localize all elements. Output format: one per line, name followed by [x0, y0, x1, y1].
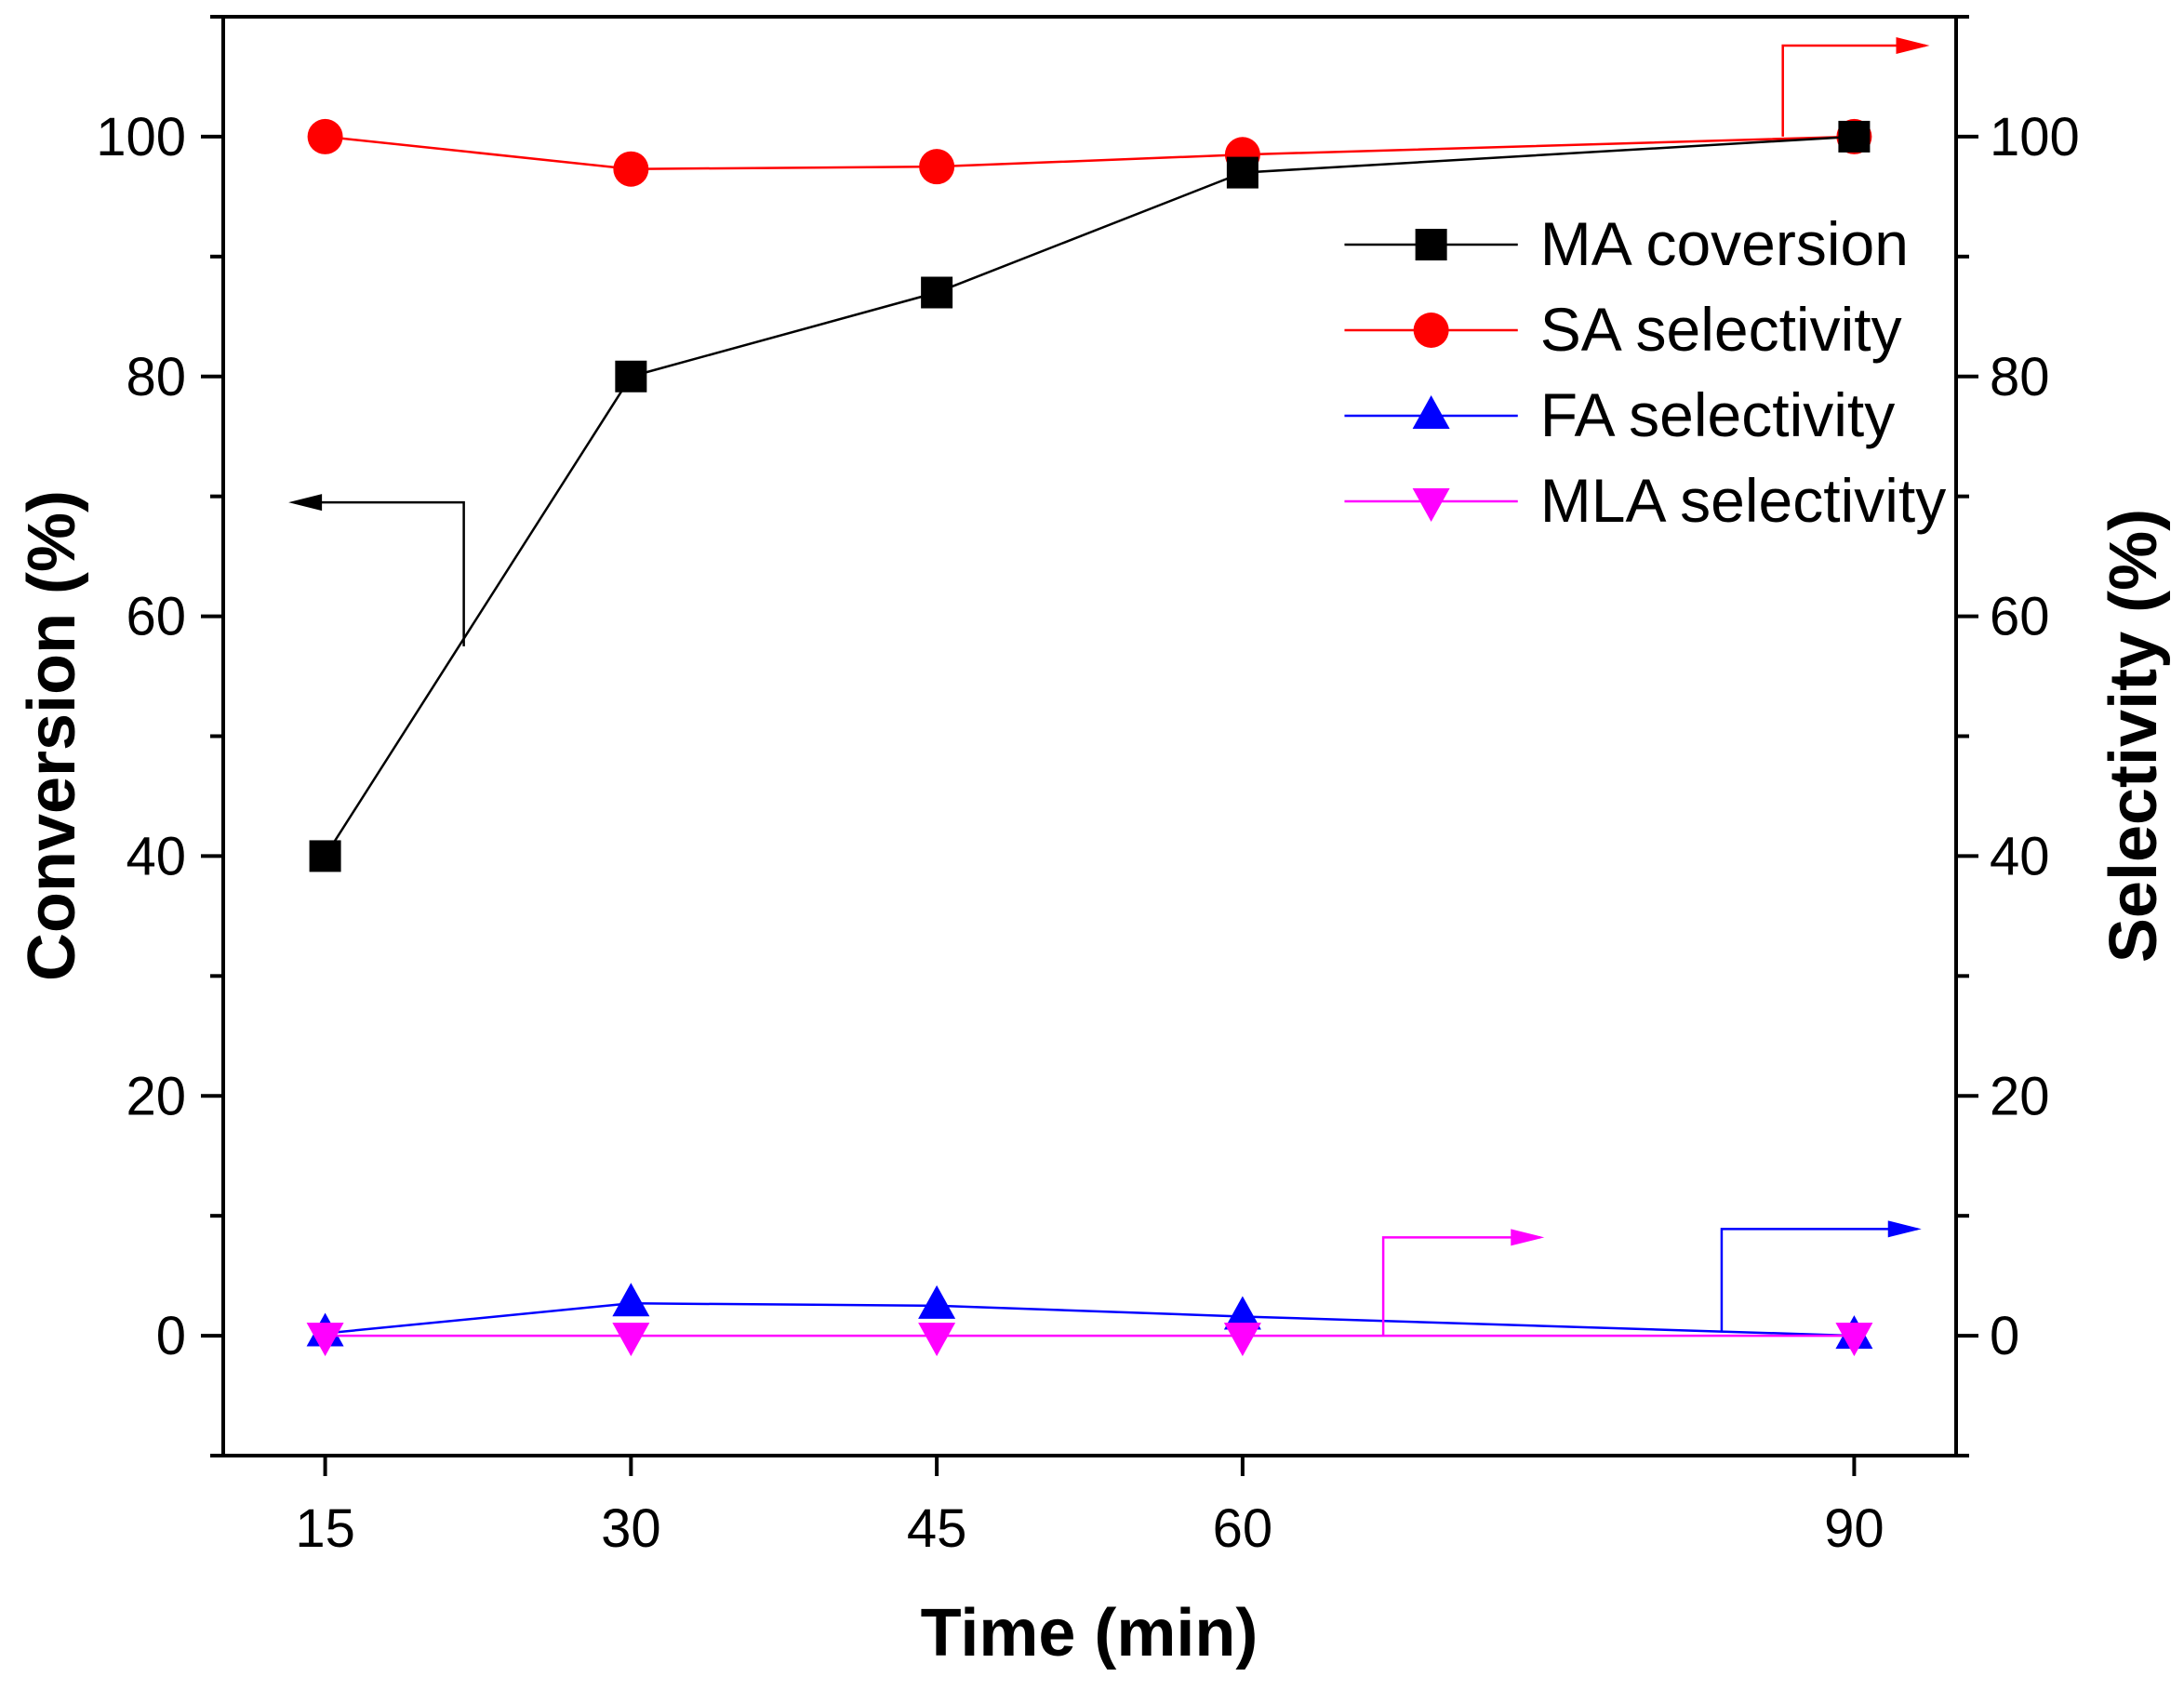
series-line	[325, 135, 1855, 170]
data-point-3	[1223, 1323, 1261, 1357]
legend-label: MA coversion	[1540, 209, 1909, 278]
data-point-3	[1226, 156, 1258, 189]
y-right-tick-label-2: 40	[1990, 826, 2050, 886]
data-point-1	[613, 151, 649, 187]
legend: MA coversion SA selectivity FA selectivity…	[1344, 209, 1946, 535]
x-tick-label-3: 60	[1213, 1498, 1273, 1559]
arrow-line	[1381, 1236, 1540, 1337]
legend-marker	[1415, 229, 1447, 260]
legend-label: SA selectivity	[1540, 295, 1902, 364]
y-left-tick-label-5: 100	[96, 107, 186, 167]
data-point-2	[918, 1323, 956, 1357]
y-right-tick-label-3: 60	[1990, 587, 2050, 647]
data-point-0	[309, 840, 341, 872]
series-mla-selectivity	[306, 1323, 1873, 1357]
ma-conversion-arrow	[288, 494, 465, 646]
y-left-tick-label-0: 0	[156, 1306, 186, 1366]
legend-item-mla-selectivity: MLA selectivity	[1344, 466, 1946, 535]
legend-marker	[1413, 313, 1449, 348]
data-point-1	[615, 360, 647, 393]
mla-selectivity-arrow	[1381, 1229, 1545, 1337]
y-right-tick-label-4: 80	[1990, 347, 2050, 407]
y-left-tick-label-1: 20	[126, 1066, 186, 1126]
arrow-line	[296, 500, 465, 646]
series-layer	[306, 118, 1873, 1357]
data-point-1	[612, 1323, 650, 1357]
y-right-tick-label-0: 0	[1990, 1306, 2019, 1366]
y-left-tick-label-4: 80	[126, 347, 186, 407]
y-axis-right-title: Selectivity (%)	[2097, 509, 2171, 963]
y-axis-left-title: Conversion (%)	[15, 490, 89, 981]
data-point-1	[612, 1283, 650, 1317]
data-point-2	[919, 149, 955, 185]
data-point-4	[1835, 1323, 1873, 1357]
y-right-tick-label-1: 20	[1990, 1066, 2050, 1126]
legend-marker	[1412, 395, 1450, 429]
arrow-line	[1720, 1228, 1918, 1331]
legend-item-sa-selectivity: SA selectivity	[1344, 295, 1902, 364]
arrow-head	[1511, 1229, 1545, 1246]
y-left-tick-label-2: 40	[126, 826, 186, 886]
arrow-head	[1887, 1220, 1922, 1238]
axis-ticks: 15 30 45 60 90 0 20 40 60 80 100 0 20 40 60 80 100	[96, 15, 2080, 1559]
x-tick-label-0: 15	[295, 1498, 355, 1559]
sa-selectivity-arrow	[1781, 36, 1930, 137]
y-left-tick-label-3: 60	[126, 587, 186, 647]
data-point-0	[306, 1323, 344, 1357]
data-point-2	[921, 276, 953, 309]
fa-selectivity-arrow	[1720, 1220, 1922, 1331]
series-fa-selectivity	[306, 1283, 1873, 1350]
x-tick-label-4: 90	[1824, 1498, 1884, 1559]
annotation-arrows	[288, 36, 1930, 1337]
legend-marker	[1412, 488, 1450, 522]
legend-label: FA selectivity	[1540, 380, 1895, 449]
data-point-3	[1223, 1296, 1261, 1330]
legend-item-fa-selectivity: FA selectivity	[1344, 380, 1895, 449]
series-sa-selectivity	[307, 118, 1872, 187]
data-point-0	[307, 118, 343, 154]
series-ma-coversion	[309, 120, 1871, 872]
x-axis-title: Time (min)	[921, 1596, 1258, 1670]
series-line	[325, 1302, 1855, 1337]
legend-item-ma-coversion: MA coversion	[1344, 209, 1909, 278]
data-point-2	[918, 1284, 956, 1319]
data-point-4	[1838, 120, 1871, 153]
x-tick-label-2: 45	[907, 1498, 967, 1559]
legend-label: MLA selectivity	[1540, 466, 1946, 535]
y-right-tick-label-5: 100	[1990, 107, 2080, 167]
arrow-head	[288, 494, 323, 512]
arrow-line	[1781, 44, 1926, 137]
axis-labels: Time (min) Conversion (%) Selectivity (%…	[15, 490, 2171, 1670]
arrow-head	[1896, 36, 1930, 54]
x-tick-label-1: 30	[601, 1498, 661, 1559]
